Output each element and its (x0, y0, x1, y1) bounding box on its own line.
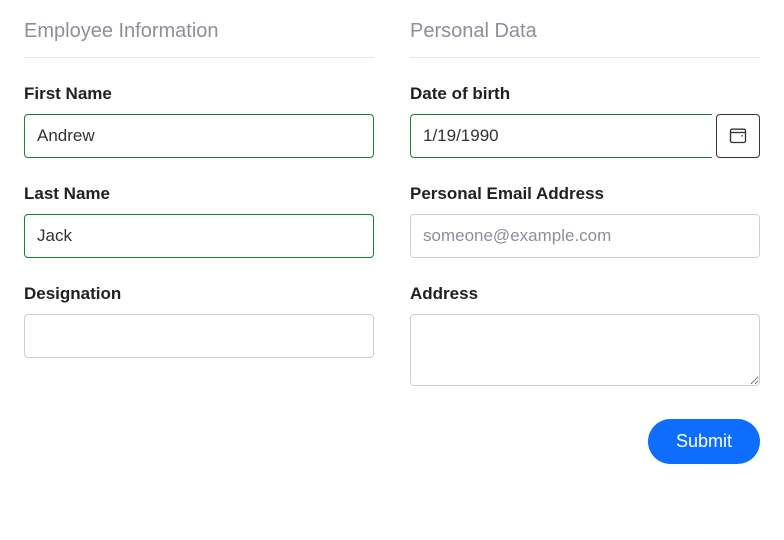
calendar-icon (728, 125, 748, 148)
first-name-input[interactable] (24, 114, 374, 158)
employee-info-section: Employee Information First Name Last Nam… (24, 20, 374, 391)
designation-label: Designation (24, 284, 374, 304)
email-label: Personal Email Address (410, 184, 760, 204)
employee-info-title: Employee Information (24, 20, 374, 58)
form-actions: Submit (24, 419, 760, 464)
dob-input[interactable] (410, 114, 712, 158)
personal-data-title: Personal Data (410, 20, 760, 58)
first-name-label: First Name (24, 84, 374, 104)
address-input[interactable] (410, 314, 760, 386)
last-name-field: Last Name (24, 184, 374, 258)
submit-button[interactable]: Submit (648, 419, 760, 464)
dob-field: Date of birth (410, 84, 760, 158)
designation-input[interactable] (24, 314, 374, 358)
address-field: Address (410, 284, 760, 391)
employee-form: Employee Information First Name Last Nam… (0, 0, 784, 484)
dob-label: Date of birth (410, 84, 760, 104)
address-label: Address (410, 284, 760, 304)
dob-calendar-button[interactable] (716, 114, 760, 158)
personal-data-section: Personal Data Date of birth (410, 20, 760, 391)
first-name-field: First Name (24, 84, 374, 158)
email-input[interactable] (410, 214, 760, 258)
designation-field: Designation (24, 284, 374, 358)
dob-input-group (410, 114, 760, 158)
email-field: Personal Email Address (410, 184, 760, 258)
last-name-label: Last Name (24, 184, 374, 204)
last-name-input[interactable] (24, 214, 374, 258)
